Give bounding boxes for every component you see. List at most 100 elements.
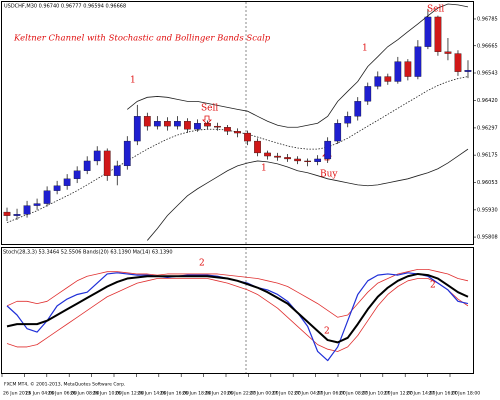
annotation: Sell [201,104,218,114]
x-tick-label: 26 Jun 16:00 [160,391,189,397]
x-tick-label: 26 Jun 18:00 [182,391,211,397]
x-tick-label: 27 Jun 12:00 [384,391,413,397]
x-tick-label: 27 Jun 04:00 [294,391,323,397]
x-tick-label: 26 Jun 06:00 [48,391,77,397]
annotation: Buy [320,170,338,180]
candle-body [244,132,251,142]
x-tick-label: 26 Jun 14:00 [137,391,166,397]
candle-body [434,16,442,52]
candle-body [93,150,101,162]
footer: FXCM MT4, © 2001-2013, MetaQuotes Softwa… [4,381,125,388]
y-tick-label: 0.95930 [477,207,498,213]
symbol-header: USDCHF,M30 0.96740 0.96777 0.96594 0.966… [4,4,126,10]
x-tick-label: 27 Jun 14:00 [406,391,435,397]
annotation: 1 [362,44,368,54]
candle-body [123,140,131,167]
x-tick-label: 27 Jun 16:00 [429,391,458,397]
candle-body [344,116,352,124]
candle-body [73,170,81,179]
candle-body [234,131,241,134]
chart-title: Keltner Channel with Stochastic and Boll… [13,34,271,44]
candle-body [414,46,422,77]
candle-body [184,121,191,130]
candle-body [133,116,141,142]
candle-body [113,165,121,176]
candle-body [13,214,21,216]
x-tick-label: 26 Jun 20:00 [205,391,234,397]
x-tick-label: 26 Jun 08:00 [70,391,99,397]
oscillator-header: Stoch(28,3,3) 53.3464 52.5506 Bands(20) … [3,250,173,256]
candle-body [464,70,472,72]
x-tick-label: 26 Jun 10:00 [93,391,122,397]
candle-body [3,211,11,216]
candle-body [63,178,71,186]
x-tick-label: 27 Jun 08:00 [339,391,368,397]
candle-body [364,86,372,102]
y-tick-label: 0.96543 [477,70,498,76]
x-tick-label: 27 Jun 02:00 [272,391,301,397]
y-tick-label: 0.96420 [477,98,498,104]
candle-body [314,158,322,162]
candle-body [304,160,312,162]
candle-body [23,205,31,215]
candle-body [354,101,362,117]
y-tick-label: 0.96665 [477,43,498,49]
candle-body [33,203,41,206]
candle-body [264,152,271,157]
candle-body [163,121,171,127]
candle-body [194,123,201,130]
candle-body [424,16,432,47]
annotation: 1 [261,164,267,174]
annotation: Sell [427,5,444,15]
candle-body [254,140,261,154]
candle-body [374,76,382,87]
x-tick-label: 26 Jun 2013 [3,391,31,397]
candle-body [214,125,221,128]
candle-body [174,121,181,127]
candle-body [204,123,211,127]
candle-body [274,155,281,158]
oscillator-panel-frame [1,247,474,374]
annotation: 1 [130,76,136,86]
candle-body [324,140,332,160]
channel-line [127,3,469,128]
candle-body [224,127,231,132]
candle-body [284,157,291,160]
candle-body [53,185,61,191]
oscillator-annotation: 2 [430,281,436,291]
oscillator-line [6,269,469,318]
candle-body [83,160,91,171]
candle-body [384,76,392,82]
candle-body [454,53,462,72]
oscillator-annotation: 2 [324,327,330,337]
y-tick-label: 0.96053 [477,180,498,186]
y-tick-label: 0.96175 [477,153,498,159]
sell-arrow [202,115,212,125]
main-panel-frame [1,1,474,245]
x-tick-label: 26 Jun 12:00 [115,391,144,397]
y-tick-label: 0.96297 [477,125,498,131]
candle-body [153,121,161,127]
x-tick-label: 27 Jun 18:00 [451,391,480,397]
x-tick-label: 27 Jun 06:00 [317,391,346,397]
y-tick-label: 0.96785 [477,16,498,22]
candle-body [143,116,151,127]
oscillator-line [6,272,469,344]
channel-line [147,148,469,241]
candle-body [103,150,111,176]
y-tick-label: 0.95808 [477,235,498,241]
candle-body [43,190,51,204]
candle-body [394,61,402,82]
candle-body [294,158,301,162]
x-tick-label: 27 Jun 10:00 [361,391,390,397]
oscillator-line [6,278,469,352]
candle-body [404,61,412,77]
candle-body [334,123,342,142]
x-tick-label: 27 Jun 00:00 [249,391,278,397]
oscillator-annotation: 2 [199,259,205,269]
candle-body [444,51,452,54]
x-tick-label: 26 Jun 22:00 [227,391,256,397]
x-tick-label: 26 Jun 04:00 [25,391,54,397]
